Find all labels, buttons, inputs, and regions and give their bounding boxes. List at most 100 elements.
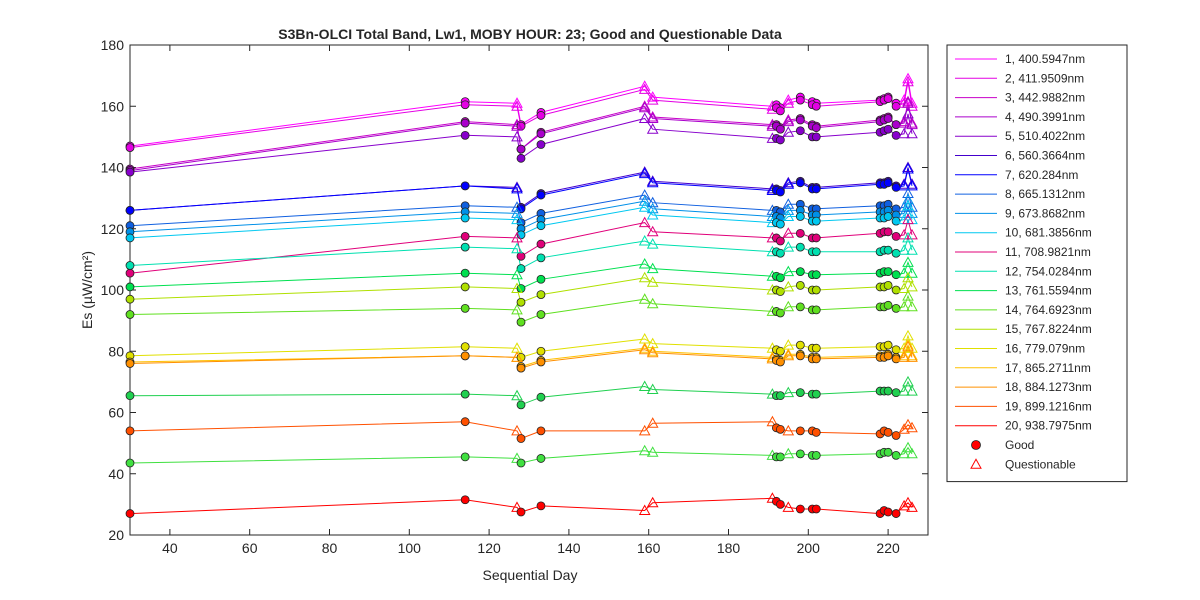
good-point: [460, 118, 470, 128]
questionable-point: [646, 225, 659, 237]
questionable-point: [782, 349, 795, 361]
legend-label-10: 10, 681.3856nm: [1005, 226, 1092, 240]
good-point: [536, 111, 546, 120]
questionable-point: [782, 97, 795, 108]
questionable-point: [782, 126, 795, 137]
questionable-point: [898, 201, 910, 212]
good-point: [536, 140, 546, 149]
good-point: [460, 232, 470, 241]
y-tick-label: 160: [101, 98, 125, 114]
good-point: [775, 273, 785, 283]
questionable-point: [898, 207, 910, 218]
questionable-point: [646, 276, 659, 287]
good-point: [795, 351, 805, 361]
good-point: [516, 434, 526, 443]
questionable-point: [902, 441, 914, 453]
questionable-point: [906, 179, 918, 191]
questionable-point: [782, 176, 795, 188]
questionable-point: [638, 189, 651, 200]
questionable-point: [646, 496, 659, 508]
questionable-point: [782, 265, 795, 277]
questionable-point: [646, 238, 659, 249]
questionable-point: [646, 345, 659, 356]
good-point: [536, 253, 546, 263]
good-point: [795, 126, 805, 136]
questionable-point: [782, 178, 795, 189]
good-point: [516, 153, 526, 163]
good-point: [125, 359, 135, 368]
questionable-point: [782, 204, 795, 215]
questionable-point: [646, 208, 659, 220]
questionable-point: [782, 424, 795, 436]
good-point: [883, 351, 893, 361]
questionable-point: [638, 271, 651, 283]
good-point: [536, 190, 546, 200]
questionable-point: [646, 262, 659, 274]
questionable-point: [638, 167, 651, 179]
questionable-point: [902, 75, 914, 87]
legend-label-9: 9, 673.8682nm: [1005, 206, 1085, 220]
questionable-point: [511, 242, 523, 254]
good-point: [795, 388, 805, 397]
questionable-point: [906, 421, 918, 433]
questionable-point: [511, 201, 523, 212]
legend-label-2: 2, 411.9509nm: [1005, 71, 1084, 85]
y-tick-label: 80: [108, 343, 124, 359]
questionable-point: [906, 349, 918, 361]
good-point: [811, 450, 821, 460]
good-point: [460, 213, 470, 223]
questionable-point: [782, 210, 795, 221]
good-point: [460, 282, 470, 292]
questionable-point: [638, 234, 651, 246]
good-point: [795, 426, 805, 436]
questionable-point: [898, 244, 910, 255]
questionable-point: [782, 300, 795, 312]
questionable-point: [638, 201, 651, 212]
questionable-point: [902, 162, 914, 174]
x-tick-label: 220: [876, 540, 900, 556]
good-point: [811, 216, 821, 226]
y-tick-label: 40: [108, 466, 124, 482]
good-point: [125, 143, 135, 152]
good-point: [775, 499, 785, 509]
good-point: [125, 167, 135, 177]
good-point: [891, 509, 901, 518]
questionable-point: [898, 282, 910, 293]
good-point: [883, 267, 893, 277]
questionable-point: [902, 231, 914, 243]
good-point: [775, 346, 785, 356]
legend-label-14: 14, 764.6923nm: [1005, 303, 1092, 317]
questionable-point: [906, 300, 918, 312]
questionable-point: [782, 280, 795, 292]
questionable-point: [902, 97, 914, 108]
questionable-point: [902, 213, 914, 225]
good-point: [460, 130, 470, 140]
y-tick-label: 20: [108, 527, 124, 543]
good-point: [775, 135, 785, 145]
good-point: [883, 300, 893, 310]
good-point: [811, 305, 821, 315]
good-point: [795, 178, 805, 188]
questionable-point: [898, 179, 910, 191]
questionable-point: [906, 447, 918, 459]
good-point: [775, 124, 785, 134]
good-point: [536, 454, 546, 463]
good-point: [795, 281, 805, 290]
questionable-point: [902, 199, 914, 211]
questionable-point: [646, 383, 659, 394]
good-point: [460, 181, 470, 191]
legend: 1, 400.5947nm 2, 411.9509nm 3, 442.9882nm 4…: [946, 44, 1128, 483]
legend-good-label: Good: [1005, 438, 1034, 452]
good-point: [883, 94, 893, 103]
questionable-point: [782, 348, 795, 359]
good-point: [460, 389, 470, 399]
good-point: [460, 242, 470, 252]
questionable-point: [638, 257, 651, 269]
good-point: [516, 297, 526, 307]
good-point: [883, 281, 893, 290]
questionable-point: [638, 424, 651, 436]
questionable-point: [646, 123, 659, 134]
legend-label-20: 20, 938.7975nm: [1005, 419, 1092, 433]
